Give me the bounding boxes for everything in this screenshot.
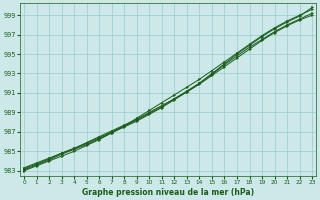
X-axis label: Graphe pression niveau de la mer (hPa): Graphe pression niveau de la mer (hPa) [82,188,254,197]
